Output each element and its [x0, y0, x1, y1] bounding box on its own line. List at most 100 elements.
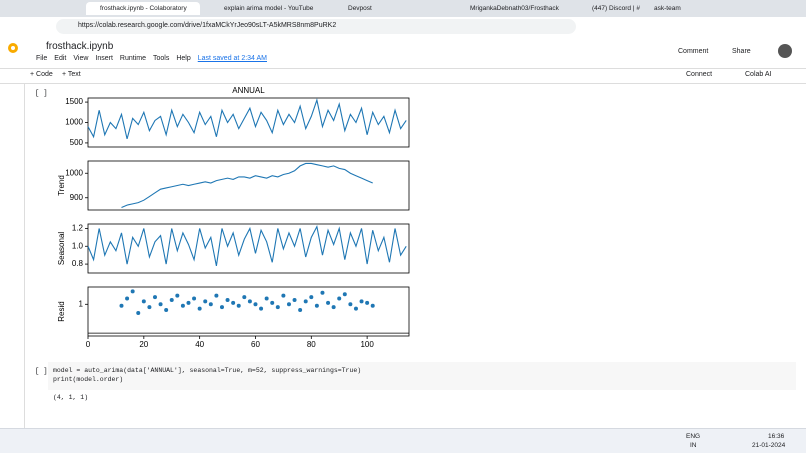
x-tick-label: 80: [307, 340, 316, 349]
saved-status[interactable]: Last saved at 2:34 AM: [197, 55, 267, 62]
lang: ENG: [686, 433, 701, 440]
menu: File Edit View Insert Runtime Tools Help…: [36, 55, 267, 62]
resid-point: [259, 306, 264, 311]
menu-item[interactable]: Edit: [54, 55, 67, 62]
resid-point: [236, 303, 241, 308]
resid-point: [331, 305, 336, 310]
clock-date: 21-01-2024: [752, 442, 786, 449]
y-axis-label: Trend: [57, 175, 66, 196]
clock-time: 16:36: [768, 433, 785, 440]
x-tick-label: 100: [360, 340, 374, 349]
resid-point: [219, 305, 224, 310]
y-tick-label: 1.2: [72, 224, 84, 233]
taskbar: [0, 428, 806, 453]
resid-point: [147, 305, 152, 310]
chart-title: ANNUAL: [232, 86, 265, 95]
resid-point: [231, 300, 236, 305]
menu-item[interactable]: Insert: [95, 55, 113, 62]
y-tick-label: 900: [70, 193, 84, 202]
resid-point: [152, 295, 157, 300]
x-tick-label: 0: [86, 340, 91, 349]
tab[interactable]: Devpost: [348, 5, 372, 12]
resid-point: [242, 295, 247, 300]
filename[interactable]: frosthack.ipynb: [46, 41, 114, 52]
resid-point: [136, 310, 141, 315]
code-line: print(model.order): [53, 376, 124, 383]
resid-point: [130, 289, 135, 294]
y-tick-label: 1: [79, 299, 84, 308]
x-tick-label: 60: [251, 340, 260, 349]
cell-prompt[interactable]: [ ]: [35, 90, 48, 98]
resid-point: [164, 308, 169, 313]
sidebar: [0, 83, 25, 428]
series-line: [121, 162, 373, 209]
resid-point: [247, 299, 252, 304]
tab-bar: [0, 0, 806, 17]
resid-point: [298, 308, 303, 313]
menu-item[interactable]: Runtime: [119, 55, 146, 62]
menu-item[interactable]: File: [36, 55, 48, 62]
resid-point: [314, 303, 319, 308]
tab[interactable]: (447) Discord | #: [592, 5, 640, 12]
resid-point: [119, 303, 124, 308]
address-bar[interactable]: [56, 19, 576, 34]
code-line: model = auto_arima(data['ANNUAL'], seaso…: [53, 367, 362, 374]
resid-point: [192, 296, 197, 301]
tab[interactable]: MrigankaDebnath03/Frosthack: [470, 5, 559, 12]
y-axis-label: Seasonal: [57, 232, 66, 266]
series-line: [87, 225, 407, 266]
y-axis-label: Resid: [57, 301, 66, 321]
comment-button[interactable]: Comment: [678, 48, 709, 55]
resid-point: [320, 290, 325, 295]
resid-point: [292, 297, 297, 302]
resid-point: [270, 300, 275, 305]
colab-ai-button[interactable]: Colab AI: [745, 71, 772, 78]
code-cell[interactable]: [48, 362, 796, 390]
resid-point: [309, 295, 314, 300]
tab[interactable]: explain arima model - YouTube: [224, 5, 314, 12]
share-button[interactable]: Share: [732, 48, 751, 55]
connect-button[interactable]: Connect: [686, 71, 713, 78]
url: https://colab.research.google.com/drive/…: [78, 22, 337, 29]
resid-point: [208, 302, 213, 307]
add-code[interactable]: + Code: [30, 71, 53, 78]
resid-point: [337, 296, 342, 301]
menu-item[interactable]: Tools: [152, 55, 170, 62]
resid-point: [180, 303, 185, 308]
plot-frame: [87, 160, 410, 211]
resid-point: [141, 299, 146, 304]
resid-point: [125, 296, 130, 301]
x-tick-label: 20: [139, 340, 148, 349]
resid-point: [286, 302, 291, 307]
resid-point: [203, 299, 208, 304]
resid-point: [359, 299, 364, 304]
resid-point: [253, 302, 258, 307]
resid-point: [281, 293, 286, 298]
x-tick-label: 40: [195, 340, 204, 349]
y-tick-label: 1000: [65, 168, 83, 177]
resid-point: [175, 293, 180, 298]
logo: [8, 43, 18, 53]
y-tick-label: 1000: [65, 118, 83, 127]
cell-output: (4, 1, 1): [53, 394, 89, 401]
resid-point: [197, 306, 202, 311]
y-tick-label: 0.8: [72, 259, 84, 268]
y-tick-label: 1.0: [72, 241, 84, 250]
y-tick-label: 1500: [65, 97, 83, 106]
resid-point: [264, 296, 269, 301]
resid-point: [326, 300, 331, 305]
menu-item[interactable]: View: [73, 55, 89, 62]
avatar[interactable]: [778, 44, 792, 58]
resid-point: [158, 302, 163, 307]
series-line: [87, 97, 407, 139]
add-text[interactable]: + Text: [62, 71, 81, 78]
region: IN: [690, 442, 697, 449]
resid-point: [342, 292, 347, 297]
menu-item[interactable]: Help: [176, 55, 191, 62]
tab[interactable]: ask-team: [654, 5, 681, 12]
cell-prompt[interactable]: [ ]: [35, 368, 48, 376]
resid-point: [348, 302, 353, 307]
tab[interactable]: frosthack.ipynb - Colaboratory: [86, 2, 200, 15]
resid-point: [169, 297, 174, 302]
